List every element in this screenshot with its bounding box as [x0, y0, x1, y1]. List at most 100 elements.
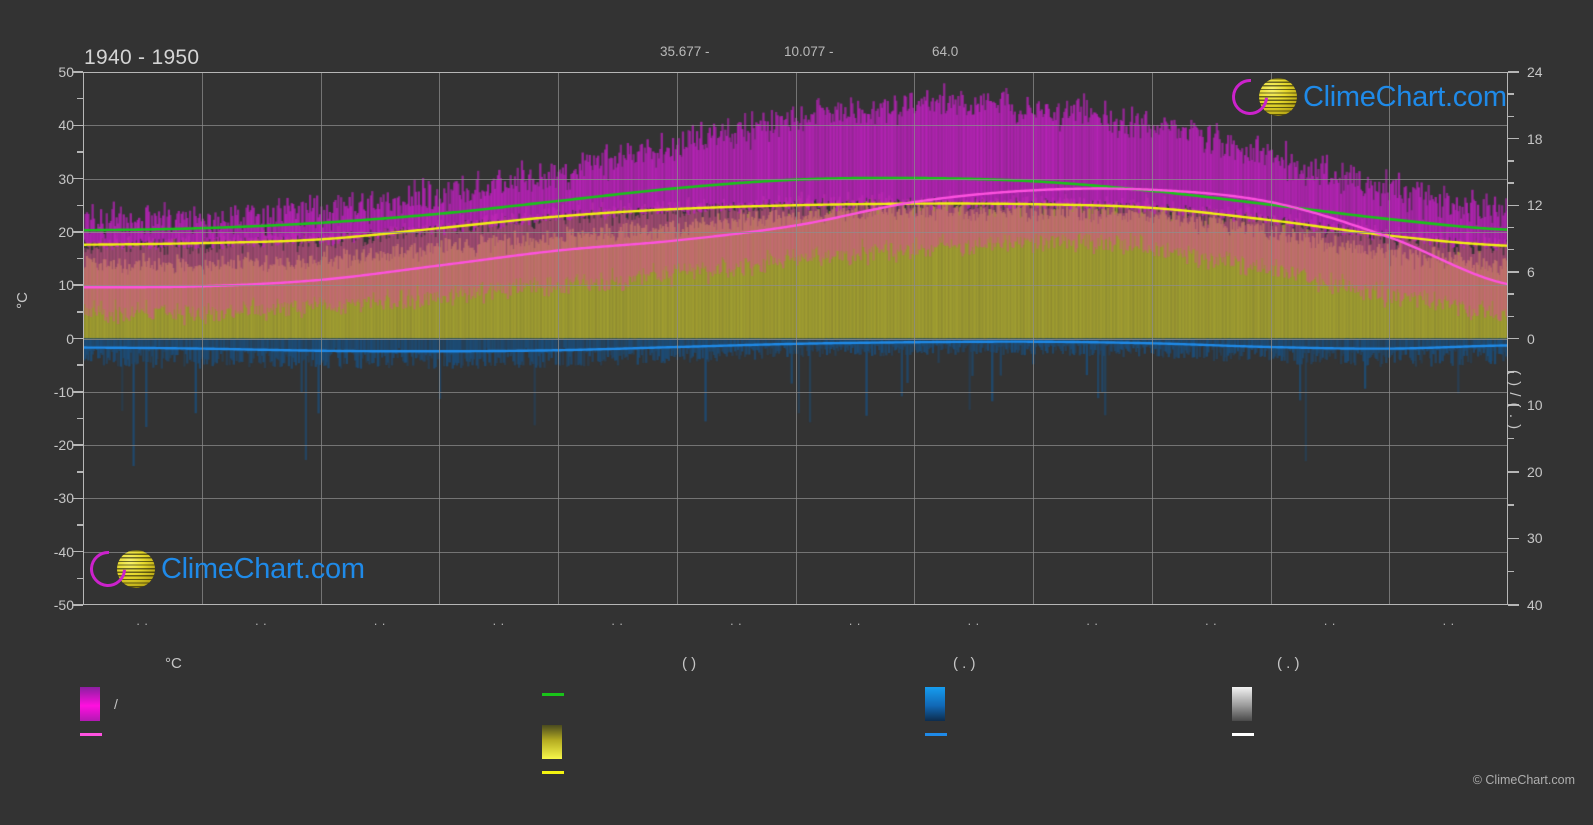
gridline-vertical — [1389, 72, 1391, 605]
right-axis-label: ( ) / ( . ) — [1506, 370, 1523, 431]
legend-swatch-yellow-line — [542, 771, 564, 774]
left-axis-tick-label: 0 — [66, 330, 74, 347]
x-axis-tick-label: . . — [967, 614, 980, 628]
left-axis-tick-label: 50 — [58, 64, 74, 80]
right-axis-tickmark — [1508, 137, 1519, 140]
left-axis-label: °C — [13, 292, 31, 309]
legend-column-heading: ( . ) — [953, 655, 976, 672]
chart-plot-area — [83, 72, 1508, 605]
legend-item[interactable] — [542, 693, 578, 696]
right-axis-minor-tickmark — [1508, 437, 1514, 440]
logo-text: ClimeChart.com — [161, 552, 365, 585]
x-axis-tick-label: . . — [1086, 614, 1099, 628]
right-axis-tickmark — [1508, 337, 1519, 340]
legend-swatch-white-line — [1232, 733, 1254, 736]
left-axis-minor-tickmark — [77, 577, 83, 580]
left-axis-tickmark — [72, 550, 83, 553]
elevation-value: 64.0 — [932, 44, 959, 59]
left-axis-tickmark — [72, 124, 83, 127]
legend-column-heading: °C — [165, 655, 182, 672]
legend-column-heading: ( . ) — [1277, 655, 1300, 672]
legend-swatch-green-line — [542, 693, 564, 696]
legend-column-heading: ( ) — [682, 655, 697, 672]
left-axis-tick-label: -10 — [53, 383, 74, 400]
legend-swatch-blue-line — [925, 733, 947, 736]
legend-item[interactable] — [542, 771, 578, 774]
left-axis-minor-tickmark — [77, 97, 83, 100]
right-axis-tickmark — [1508, 71, 1519, 73]
legend-swatch-magenta-gradient — [80, 687, 100, 721]
right-axis-minor-tickmark — [1508, 248, 1514, 251]
gridline-vertical — [1270, 72, 1272, 605]
latitude-value: 35.677 - — [660, 44, 710, 59]
logo-globe-icon — [117, 550, 155, 588]
right-axis-tick-label: 18 — [1527, 130, 1543, 147]
legend-item[interactable] — [542, 725, 576, 759]
right-axis-tickmark — [1508, 537, 1519, 540]
left-axis-minor-tickmark — [77, 417, 83, 420]
legend-item[interactable] — [925, 733, 961, 736]
left-axis-tick-label: 30 — [58, 170, 74, 187]
logo-ring-icon — [1224, 71, 1276, 123]
x-axis-tick-label: . . — [848, 614, 861, 628]
legend-item[interactable] — [1232, 687, 1266, 721]
legend-item[interactable] — [80, 733, 116, 736]
x-axis-tick-label: . . — [730, 614, 743, 628]
right-axis-minor-tickmark — [1508, 182, 1514, 184]
x-axis-tick-label: . . — [1205, 614, 1218, 628]
gridline-vertical — [1033, 72, 1034, 605]
right-axis-minor-tickmark — [1508, 226, 1514, 229]
right-axis-minor-tickmark — [1508, 371, 1514, 373]
logo-globe-icon — [1259, 78, 1297, 116]
x-axis-tick-label: . . — [136, 614, 149, 628]
left-axis-minor-tickmark — [77, 257, 83, 260]
right-axis-tick-label: 6 — [1527, 263, 1535, 280]
gridline-vertical — [914, 72, 916, 605]
logo-ring-icon — [82, 543, 134, 595]
right-axis-tick-label: 12 — [1527, 197, 1543, 214]
x-axis-tick-label: . . — [1323, 614, 1336, 628]
legend-item[interactable] — [1232, 733, 1268, 736]
left-axis-minor-tickmark — [77, 204, 83, 206]
gridline-vertical — [201, 72, 203, 605]
logo-text: ClimeChart.com — [1303, 80, 1507, 113]
x-axis-tick-label: . . — [611, 614, 624, 628]
gridline-vertical — [795, 72, 797, 605]
right-axis-minor-tickmark — [1508, 315, 1514, 318]
left-axis-minor-tickmark — [77, 311, 83, 313]
climechart-logo-bottom: ClimeChart.com — [82, 543, 365, 595]
legend-item[interactable] — [925, 687, 959, 721]
gridline-vertical — [320, 72, 322, 605]
right-axis-minor-tickmark — [1508, 570, 1514, 573]
left-axis-tickmark — [72, 337, 83, 340]
left-axis-tickmark — [72, 71, 83, 73]
left-axis-tick-label: 40 — [58, 117, 74, 134]
left-axis-tick-label: -40 — [53, 543, 74, 560]
x-axis-tick-label: . . — [373, 614, 386, 628]
legend-item[interactable]: / — [80, 687, 118, 721]
right-axis-tick-label: 24 — [1527, 64, 1543, 80]
right-axis-minor-tickmark — [1508, 115, 1514, 118]
right-axis-minor-tickmark — [1508, 504, 1514, 506]
right-axis-tickmark — [1508, 404, 1519, 406]
right-axis-tickmark — [1508, 204, 1519, 206]
left-axis-tickmark — [72, 284, 83, 286]
right-axis-tickmark — [1508, 604, 1519, 606]
x-axis-tick-label: . . — [255, 614, 268, 628]
right-axis-tickmark — [1508, 471, 1519, 473]
longitude-value: 10.077 - — [784, 44, 834, 59]
right-axis-tick-label: 20 — [1527, 463, 1543, 480]
left-axis-minor-tickmark — [77, 151, 83, 153]
legend-swatch-blue-gradient — [925, 687, 945, 721]
left-axis-minor-tickmark — [77, 471, 83, 473]
right-axis-minor-tickmark — [1508, 93, 1514, 95]
climechart-logo-top: ClimeChart.com — [1224, 71, 1507, 123]
right-axis-minor-tickmark — [1508, 293, 1514, 295]
left-axis-tick-label: 20 — [58, 223, 74, 240]
copyright-text: © ClimeChart.com — [1472, 773, 1575, 787]
legend-swatch-yellow-gradient — [542, 725, 562, 759]
legend-swatch-white-gradient — [1232, 687, 1252, 721]
left-axis-tick-label: -30 — [53, 490, 74, 507]
left-axis-tickmark — [72, 497, 83, 500]
